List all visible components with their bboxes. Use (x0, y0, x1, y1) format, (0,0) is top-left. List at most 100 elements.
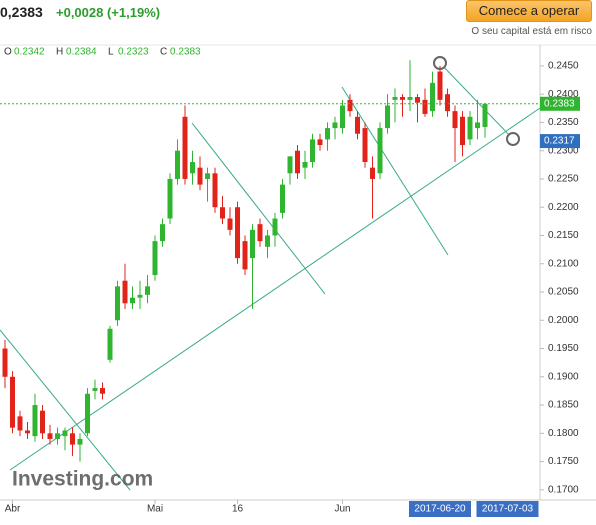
y-tick-label: 0.2150 (548, 230, 579, 241)
ohlc-key: H (56, 47, 63, 58)
trend-line (191, 122, 326, 295)
y-tick-label: 0.1950 (548, 343, 579, 354)
candle-body (152, 241, 158, 276)
candle-body (47, 433, 53, 439)
candle-body (280, 184, 285, 213)
candle-body (17, 416, 23, 431)
trend-line (341, 86, 449, 256)
ohlc-value: 0.2383 (170, 47, 201, 58)
candle-body (355, 116, 360, 134)
candle-body (55, 433, 60, 439)
candle-body (475, 122, 480, 129)
candle-body (10, 376, 15, 428)
ohlc-key: O (4, 47, 12, 58)
y-tick-label: 0.2100 (548, 258, 579, 269)
candle-body (392, 97, 398, 100)
candle-body (325, 128, 330, 140)
candle-body (130, 297, 135, 304)
price-label-box (540, 134, 580, 149)
candle-body (107, 328, 113, 360)
candle-body (70, 433, 75, 445)
candle-body (422, 99, 428, 114)
price-label: 0.2383 (544, 98, 575, 109)
candle-body (212, 173, 218, 208)
price-change: +0,0028 (+1,19%) (56, 5, 161, 20)
trend-line (439, 62, 514, 140)
anchor-circle (506, 132, 520, 146)
ohlc-value: 0.2384 (66, 47, 97, 58)
candle-body (242, 241, 248, 270)
candle-body (452, 111, 458, 129)
y-tick-label: 0.1800 (548, 428, 579, 439)
candle-body (235, 207, 240, 259)
y-tick-label: 0.2050 (548, 287, 579, 298)
candle-body (77, 438, 83, 445)
candle-body (197, 167, 203, 185)
candle-body (85, 393, 90, 434)
candle-body (302, 162, 308, 168)
candle-body (295, 150, 300, 174)
candle-body (122, 280, 128, 304)
candle-body (175, 150, 180, 179)
candle-body (190, 162, 195, 174)
ohlc-value: 0.2323 (118, 47, 149, 58)
candle-body (265, 235, 270, 247)
candle-body (385, 105, 390, 129)
y-tick-label: 0.2250 (548, 174, 579, 185)
x-label-box (476, 501, 539, 517)
ohlc-key: C (160, 47, 167, 58)
candle-body (145, 286, 150, 295)
candle-body (137, 294, 143, 298)
y-tick-label: 0.2350 (548, 117, 579, 128)
candle-body (25, 430, 30, 434)
x-tick-label: Abr (5, 504, 21, 515)
candle-body (317, 139, 323, 146)
candle-body (2, 348, 8, 377)
candle-body (347, 99, 353, 112)
candle-body (482, 103, 488, 127)
candle-body (287, 156, 293, 174)
candle-body (430, 82, 435, 112)
candle-body (272, 218, 278, 236)
y-tick-label: 0.2450 (548, 61, 579, 72)
candle-body (445, 94, 450, 112)
trade-button[interactable]: Comece a operar (466, 0, 592, 22)
candle-body (250, 229, 255, 259)
candle-body (370, 167, 375, 179)
candle-body (332, 122, 338, 129)
candle-body (257, 224, 263, 242)
candle-body (167, 178, 173, 219)
candle-body (205, 173, 210, 179)
candle-body (310, 139, 315, 162)
candle-body (62, 430, 68, 437)
x-tick-label: 16 (232, 504, 244, 515)
candle-body (437, 71, 443, 100)
candle-body (115, 286, 120, 321)
candle-body (460, 116, 465, 146)
x-tick-label: 2017-06-20 (414, 504, 466, 515)
price-label: 0.2317 (544, 136, 575, 147)
candle-body (100, 388, 105, 394)
candle-body (160, 224, 165, 242)
header: 0,2383 +0,0028 (+1,19%) Comece a operar … (0, 0, 596, 44)
x-tick-label: Jun (334, 504, 350, 515)
candle-body (415, 97, 420, 103)
candle-body (227, 218, 233, 230)
y-tick-label: 0.1900 (548, 371, 579, 382)
y-tick-label: 0.2400 (548, 89, 579, 100)
y-tick-label: 0.2200 (548, 202, 579, 213)
y-tick-label: 0.1700 (548, 484, 579, 495)
price-label-box (540, 96, 580, 111)
trend-lines (0, 62, 541, 491)
y-tick-label: 0.1750 (548, 456, 579, 467)
x-label-box (409, 501, 471, 517)
candle-body (182, 116, 188, 179)
candle-body (32, 405, 38, 437)
candle-body (377, 128, 383, 174)
last-price: 0,2383 (0, 4, 43, 20)
ohlc-value: 0.2342 (14, 47, 45, 58)
candle-body (92, 388, 98, 391)
candle-body (400, 97, 405, 100)
